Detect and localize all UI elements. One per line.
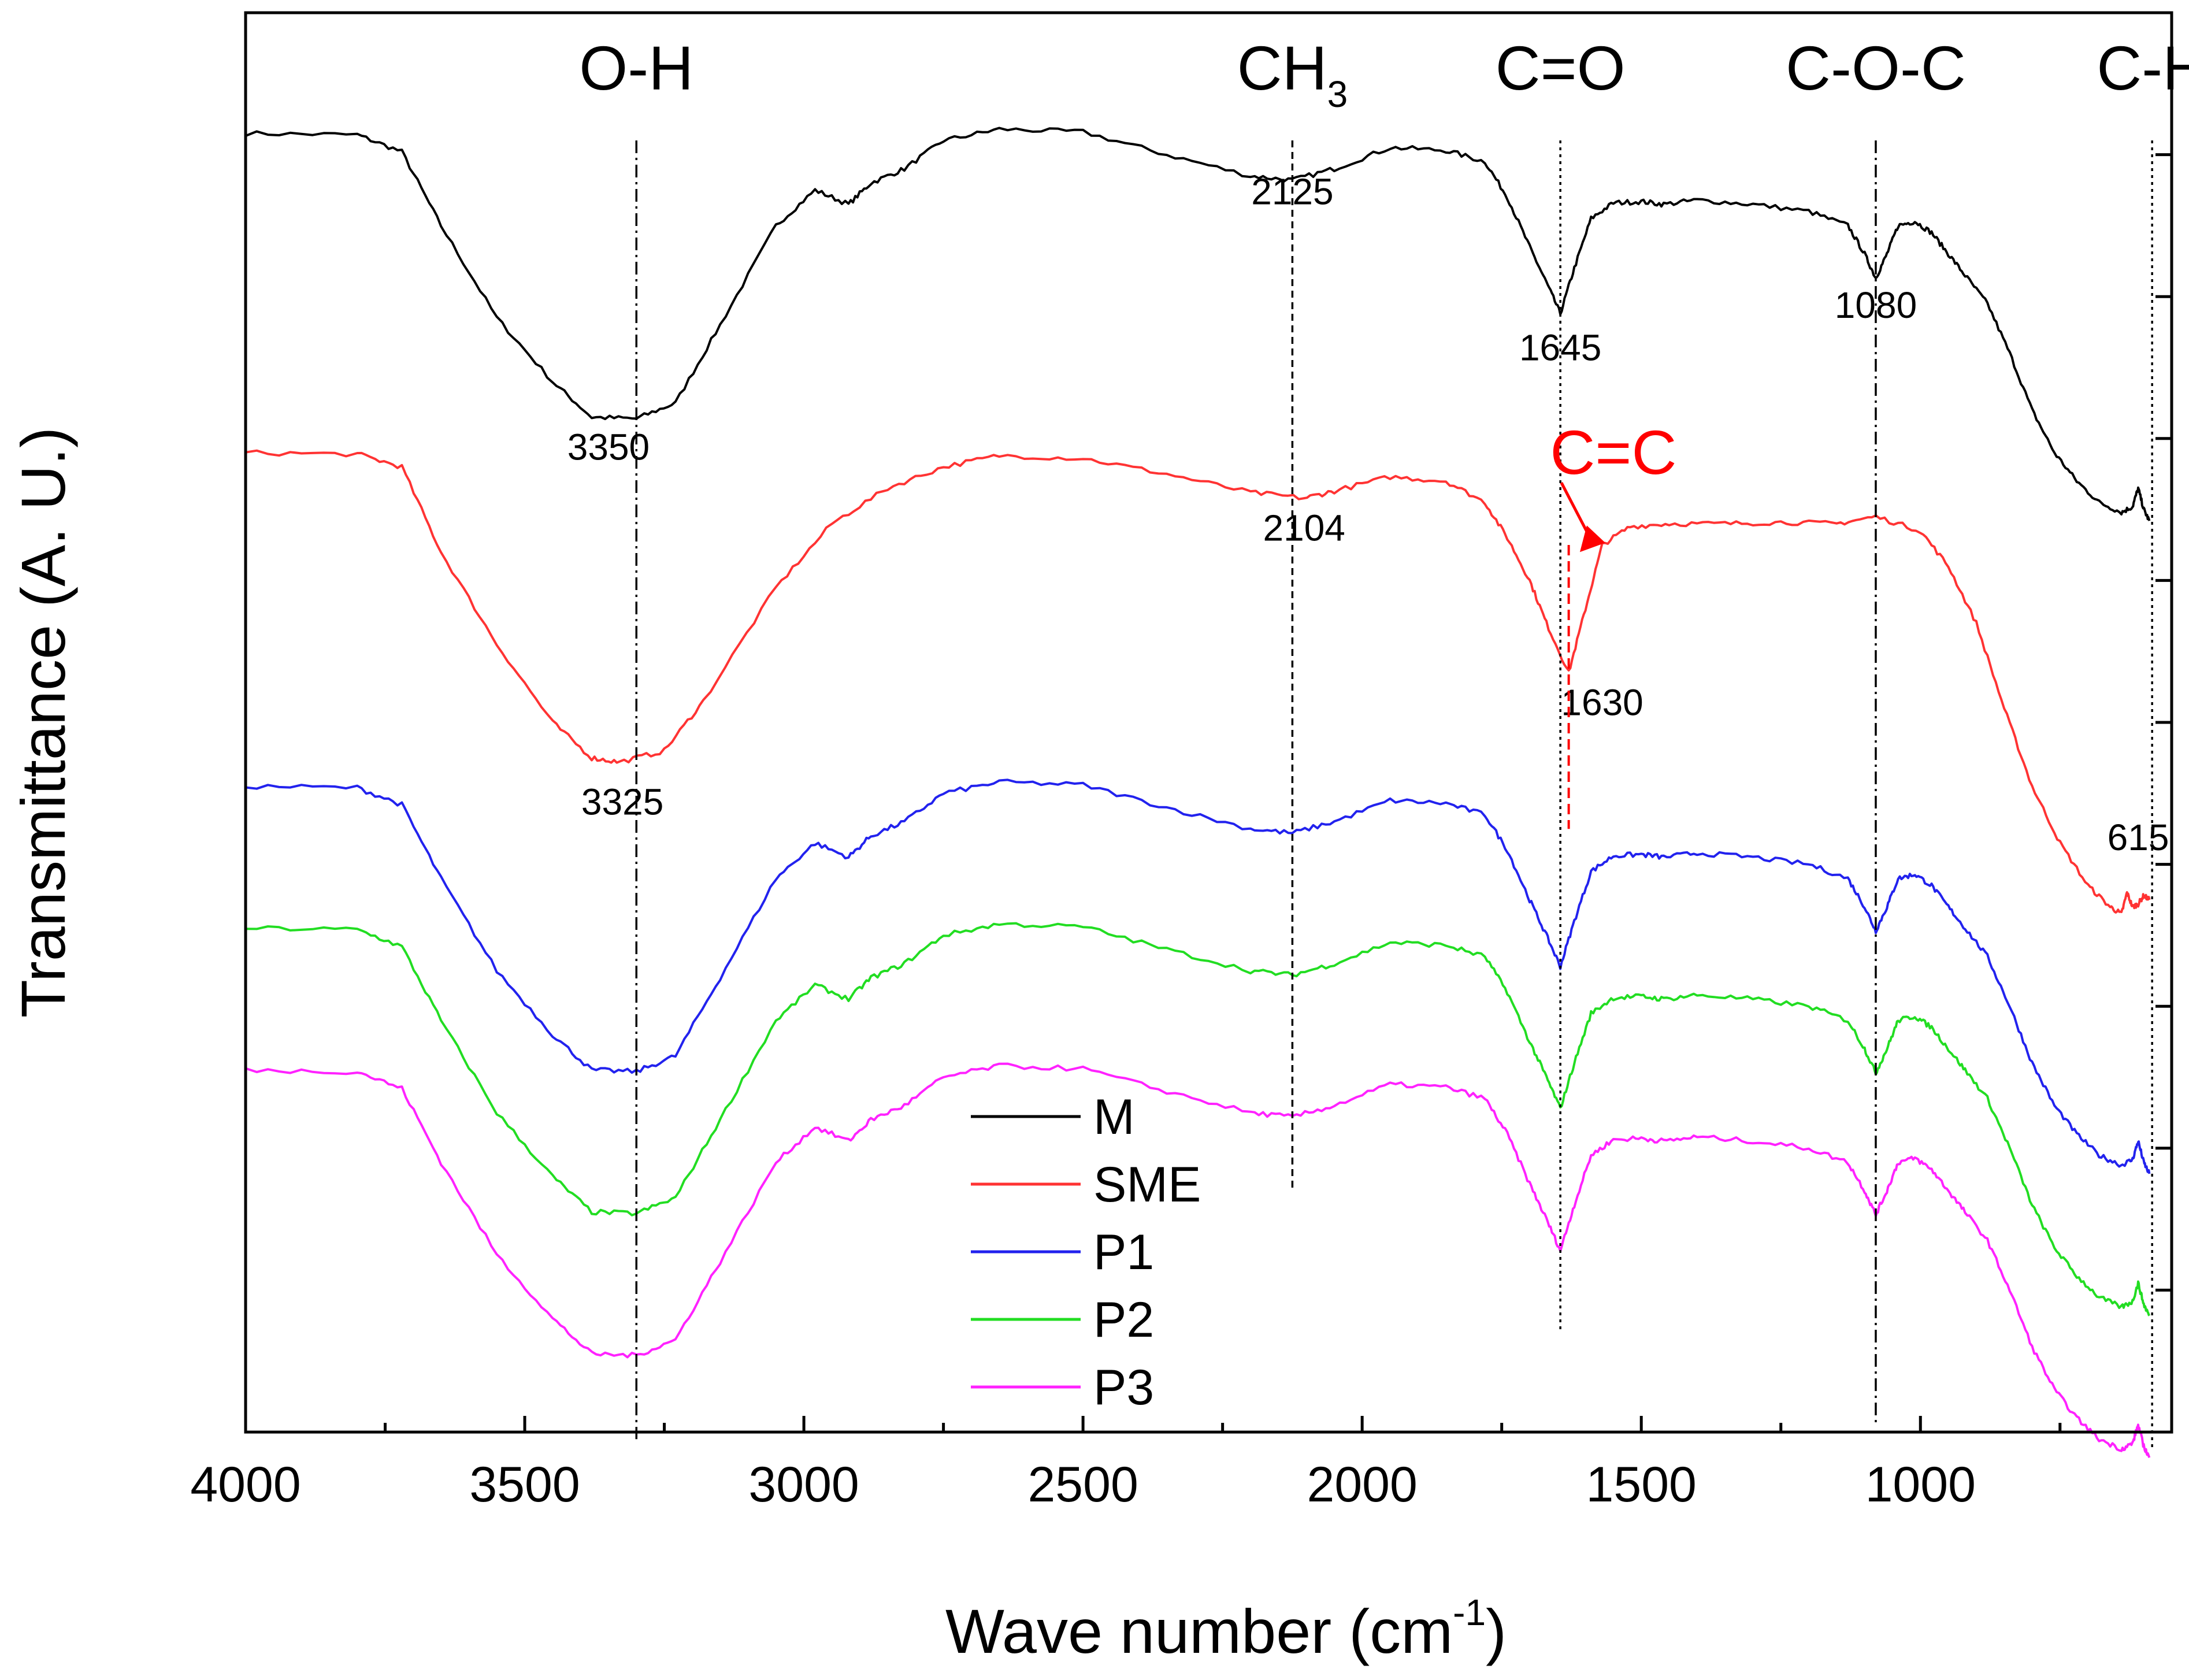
peak-label-3350: 3350 <box>567 427 650 468</box>
x-tick-label-2000: 2000 <box>1307 1457 1418 1512</box>
series-line-p2 <box>245 922 2151 1316</box>
x-tick-label-4000: 4000 <box>190 1457 300 1512</box>
peak-label-2104: 2104 <box>1263 507 1345 549</box>
legend: M SME P1 P2 P3 <box>971 1089 1201 1415</box>
peak-label-615: 615 <box>2108 817 2169 858</box>
legend-label-p3: P3 <box>1093 1360 1154 1415</box>
peak-label-1630: 1630 <box>1561 682 1643 724</box>
group-label-c-o: C=O <box>1496 33 1626 103</box>
legend-label-p1: P1 <box>1093 1225 1154 1280</box>
x-axis-title-close: ) <box>1486 1596 1507 1666</box>
axes: 4000 3500 3000 2500 2000 1500 1000 <box>190 11 2172 1512</box>
legend-label-p2: P2 <box>1093 1292 1154 1348</box>
group-label-c-o-c: C-O-C <box>1786 33 1966 103</box>
peak-label-2125: 2125 <box>1251 171 1333 213</box>
reference-lines <box>635 140 2153 1449</box>
legend-label-m: M <box>1093 1089 1135 1145</box>
group-label-main: CH <box>1237 33 1327 103</box>
peak-label-1080: 1080 <box>1835 284 1917 326</box>
x-tick-label-2500: 2500 <box>1027 1457 1138 1512</box>
peak-label-1645: 1645 <box>1519 327 1601 369</box>
cc-annotation-arrow-head <box>1579 525 1605 552</box>
legend-label-sme: SME <box>1093 1157 1201 1212</box>
group-label-sub: 3 <box>1327 73 1348 115</box>
group-label-o-h: O-H <box>579 33 693 103</box>
group-label-c-h: C-H <box>2097 33 2189 103</box>
x-tick-label-3000: 3000 <box>748 1457 859 1512</box>
labels: O-H CH3 C=O C-O-C C-H 3350 2125 1645 1080 2104 163… <box>567 33 2189 858</box>
group-label-main: C-H <box>2097 33 2189 103</box>
group-label-main: O-H <box>579 33 693 103</box>
peak-label-3325: 3325 <box>581 781 663 823</box>
y-axis-title: Transmittance (A. U.) <box>8 427 78 1018</box>
cc-annotation-label: C=C <box>1550 417 1676 487</box>
x-axis-title-main: Wave number (cm <box>945 1596 1453 1666</box>
group-label-ch: CH3 <box>1237 33 1348 115</box>
series-line-p1 <box>245 778 2151 1174</box>
x-tick-label-1500: 1500 <box>1586 1457 1697 1512</box>
x-tick-label-1000: 1000 <box>1865 1457 1976 1512</box>
x-axis-title: Wave number (cm-1) <box>945 1592 1507 1666</box>
x-axis-title-sup: -1 <box>1453 1592 1486 1633</box>
group-label-main: C-O-C <box>1786 33 1966 103</box>
series-line-sme <box>245 449 2151 914</box>
x-tick-label-3500: 3500 <box>469 1457 580 1512</box>
group-label-main: C=O <box>1496 33 1626 103</box>
